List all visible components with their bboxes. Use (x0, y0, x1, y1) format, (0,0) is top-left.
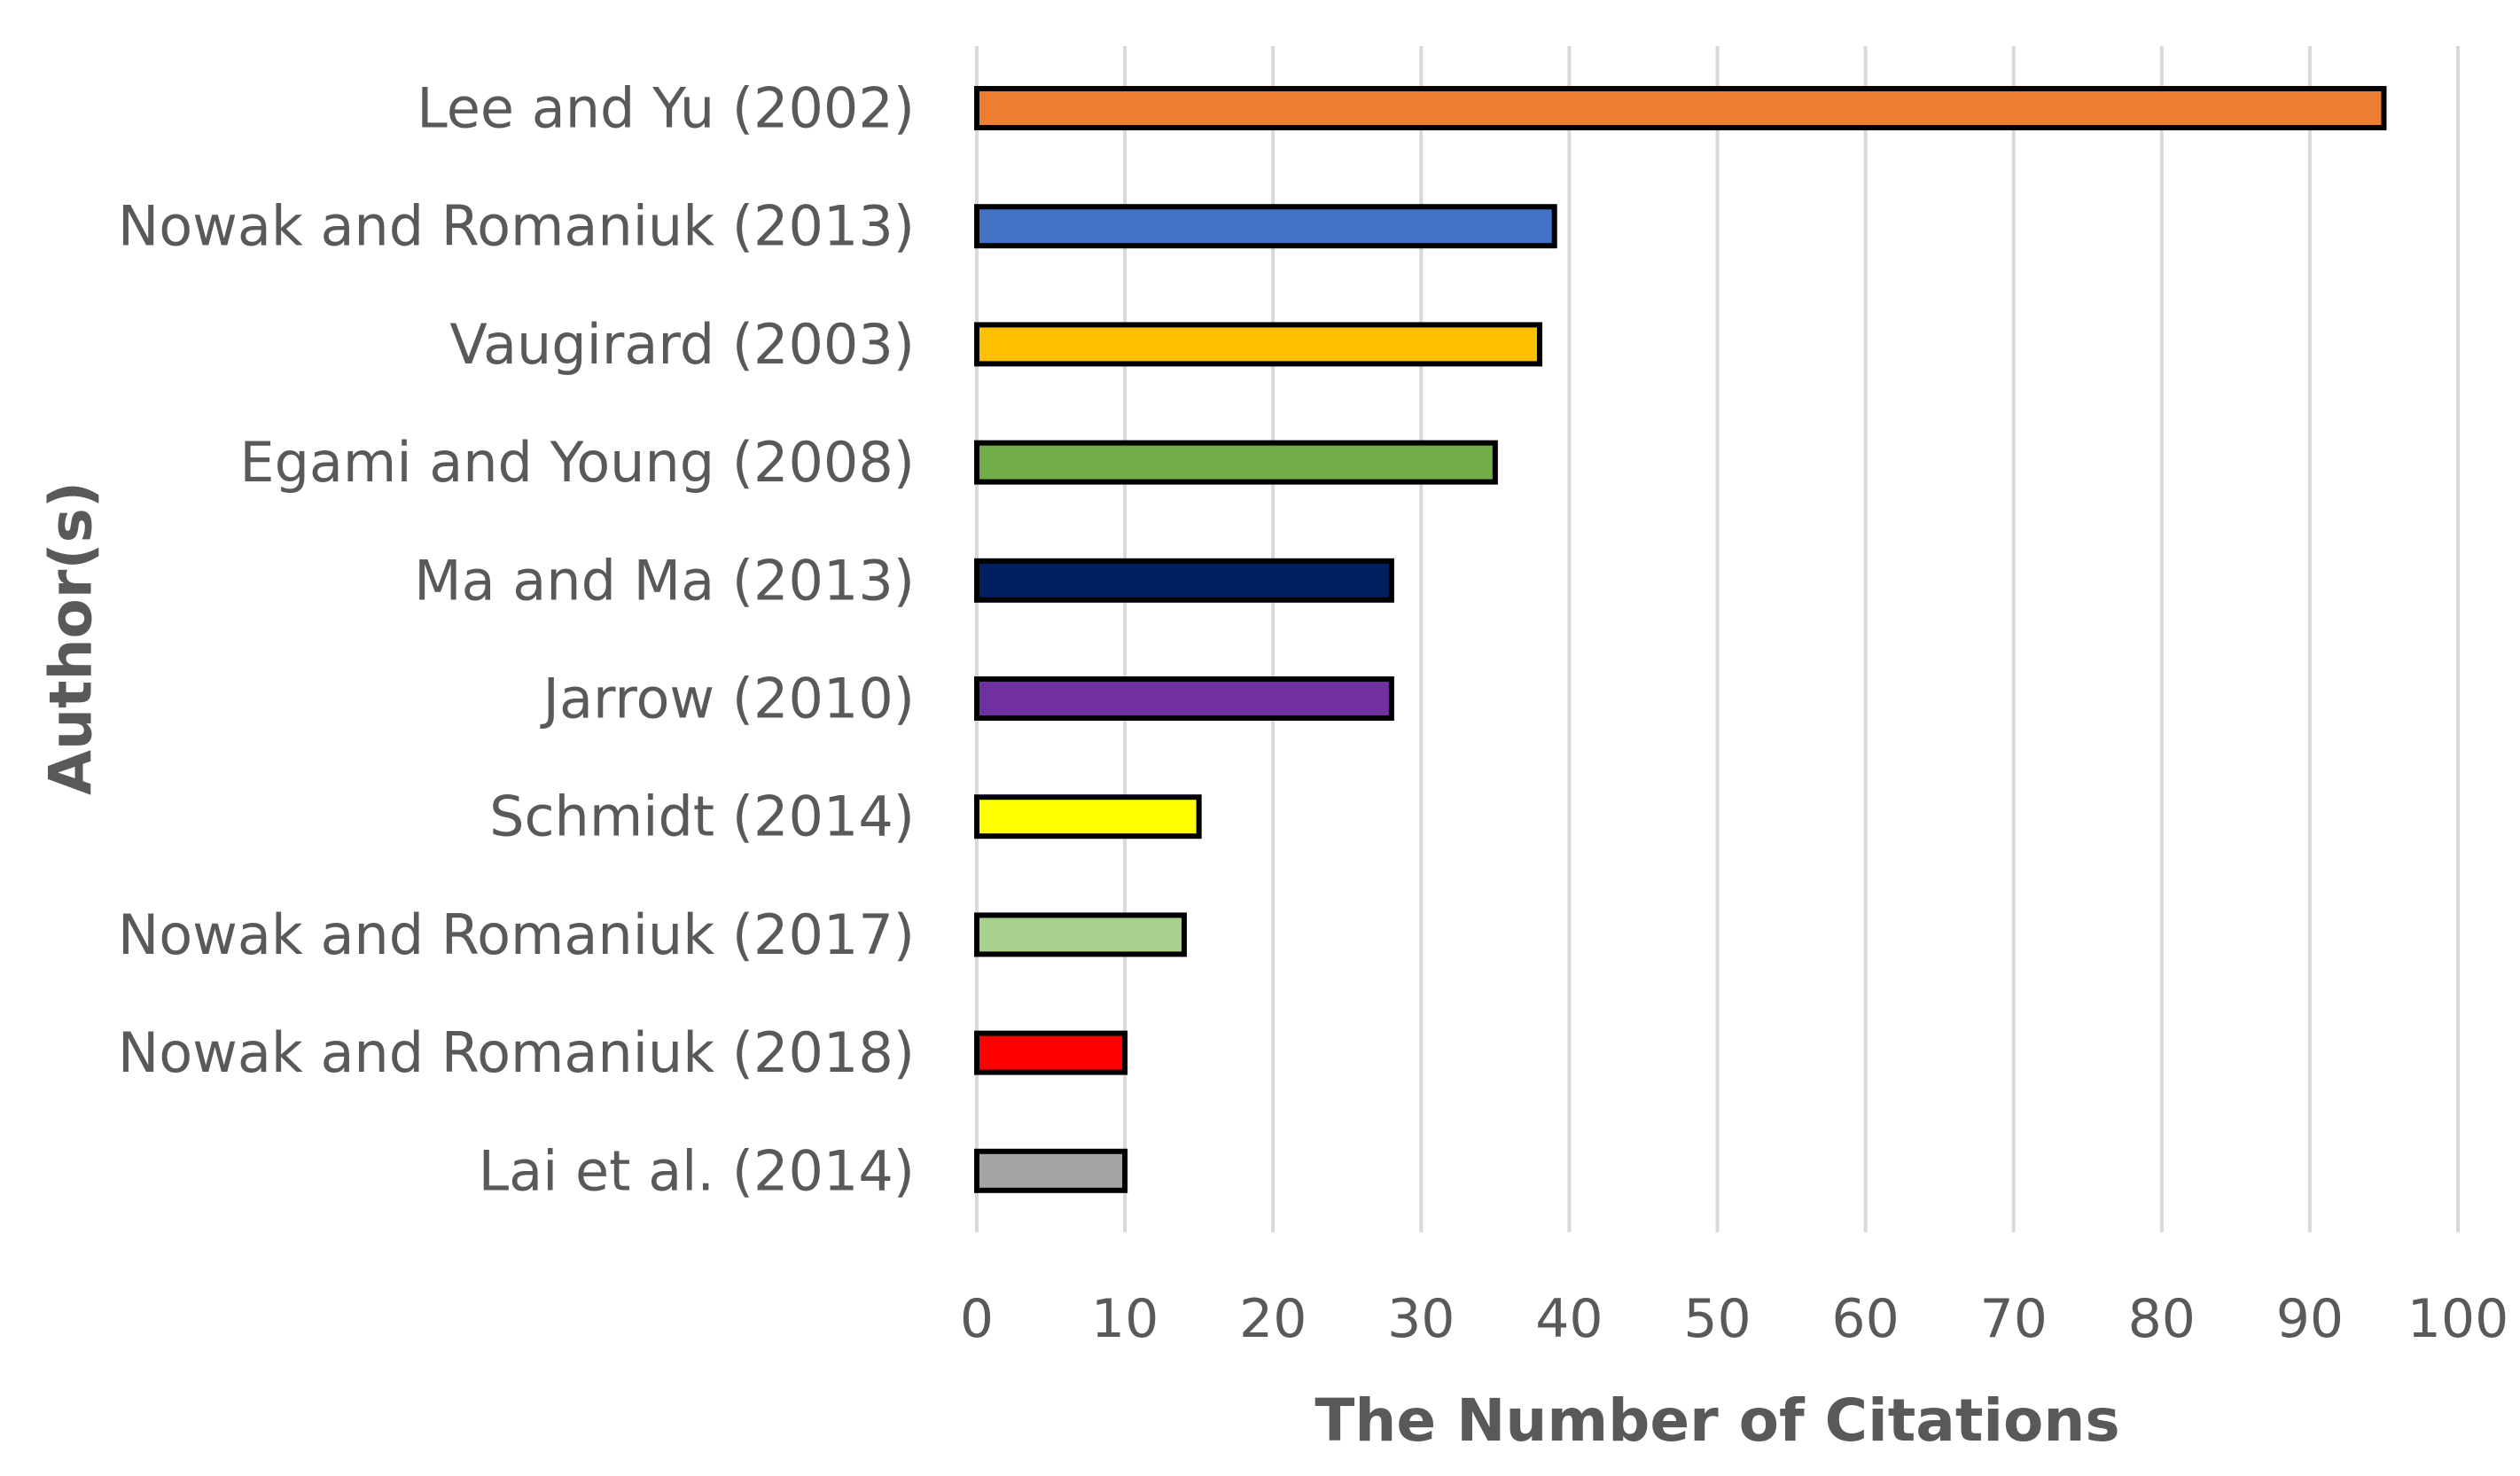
bar (974, 912, 1187, 957)
bar (974, 322, 1542, 367)
x-tick-label: 30 (1387, 1288, 1455, 1350)
x-tick-label: 70 (1980, 1288, 2048, 1350)
category-label: Lee and Yu (2002) (417, 76, 915, 141)
bar (974, 204, 1557, 249)
bar (974, 1030, 1128, 1075)
bar (974, 558, 1394, 603)
x-tick-label: 90 (2276, 1288, 2344, 1350)
bar (974, 440, 1498, 485)
x-axis-title: The Number of Citations (1315, 1386, 2119, 1455)
x-tick-label: 20 (1239, 1288, 1307, 1350)
x-tick-label: 60 (1831, 1288, 1899, 1350)
bar (974, 676, 1394, 721)
x-tick-label: 50 (1683, 1288, 1751, 1350)
category-label: Vaugirard (2003) (449, 312, 915, 377)
x-tick-labels: 0 10 20 30 40 50 60 70 80 90 100 (960, 1288, 2508, 1350)
category-label: Nowak and Romaniuk (2018) (118, 1020, 915, 1085)
bar (974, 794, 1202, 840)
category-labels: Lee and Yu (2002) Nowak and Romaniuk (201… (118, 76, 915, 1204)
bars (974, 86, 2387, 1193)
bar (974, 1148, 1128, 1193)
category-label: Ma and Ma (2013) (414, 548, 915, 613)
x-tick-label: 40 (1535, 1288, 1603, 1350)
category-label: Nowak and Romaniuk (2013) (118, 194, 915, 259)
category-label: Schmidt (2014) (489, 785, 915, 849)
category-label: Egami and Young (2008) (239, 430, 915, 495)
x-tick-label: 10 (1091, 1288, 1159, 1350)
y-axis-title: Author(s) (37, 481, 105, 795)
x-tick-label: 100 (2407, 1288, 2509, 1350)
x-tick-label: 80 (2128, 1288, 2196, 1350)
category-label: Lai et al. (2014) (479, 1138, 915, 1203)
category-label: Jarrow (2010) (540, 667, 915, 731)
category-label: Nowak and Romaniuk (2017) (118, 902, 915, 967)
bar (974, 86, 2387, 130)
x-tick-label: 0 (960, 1288, 994, 1350)
